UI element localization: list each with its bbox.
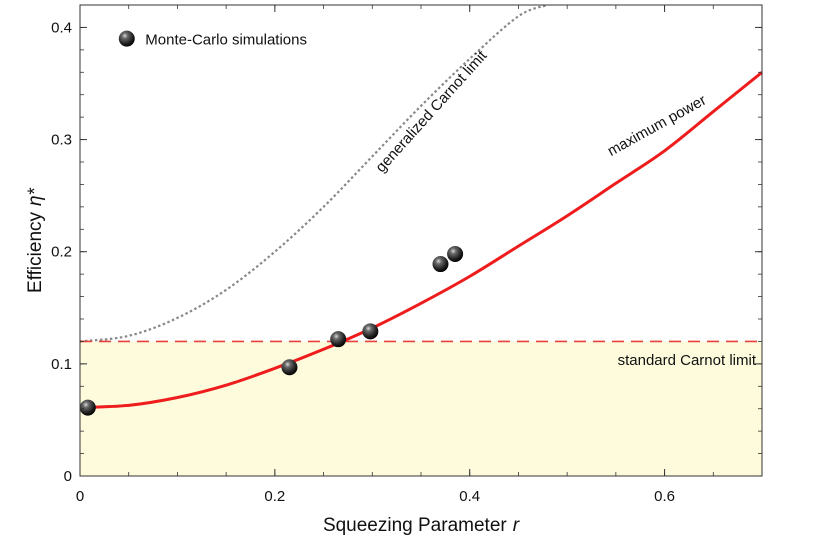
legend-marker <box>118 30 135 47</box>
shaded-region <box>80 341 762 476</box>
generalized-carnot-curve-group <box>79 3 549 343</box>
monte-carlo-point <box>432 256 449 273</box>
y-axis-title-var: η* <box>25 187 46 206</box>
y-tick-label: 0.2 <box>51 244 72 261</box>
x-tick-label: 0 <box>76 488 84 505</box>
monte-carlo-points <box>79 245 464 416</box>
legend-label: Monte-Carlo simulations <box>145 32 307 49</box>
monte-carlo-point <box>281 359 298 376</box>
x-tick-label: 0.6 <box>654 488 675 505</box>
y-axis-title: Efficiency η* <box>25 187 46 293</box>
monte-carlo-point <box>447 245 464 262</box>
legend: Monte-Carlo simulations <box>118 30 307 49</box>
generalized-carnot-curve <box>79 3 549 343</box>
x-axis-title: Squeezing Parameter r <box>323 515 520 536</box>
monte-carlo-point <box>330 331 347 348</box>
y-tick-label: 0.4 <box>51 19 72 36</box>
x-axis-title-text: Squeezing Parameter <box>323 515 507 536</box>
x-tick-label: 0.2 <box>264 488 285 505</box>
x-tick-label: 0.4 <box>459 488 480 505</box>
x-axis-title-var: r <box>513 515 520 536</box>
generalized-carnot-label: generalized Carnot limit <box>372 47 491 176</box>
standard-carnot-label: standard Carnot limit <box>618 352 757 369</box>
max-power-curve <box>79 71 763 410</box>
max-power-label: maximum power <box>605 92 709 160</box>
y-tick-label: 0 <box>64 468 72 485</box>
y-axis-title-text: Efficiency <box>25 211 46 292</box>
max-power-curve-group <box>79 71 763 410</box>
y-tick-label: 0.1 <box>51 356 72 373</box>
axis-ticks: 0 0.2 0.4 0.6 0 0.1 0.2 0.3 0.4 <box>51 4 763 505</box>
monte-carlo-point <box>79 399 96 416</box>
monte-carlo-point <box>362 323 379 340</box>
y-tick-label: 0.3 <box>51 132 72 149</box>
